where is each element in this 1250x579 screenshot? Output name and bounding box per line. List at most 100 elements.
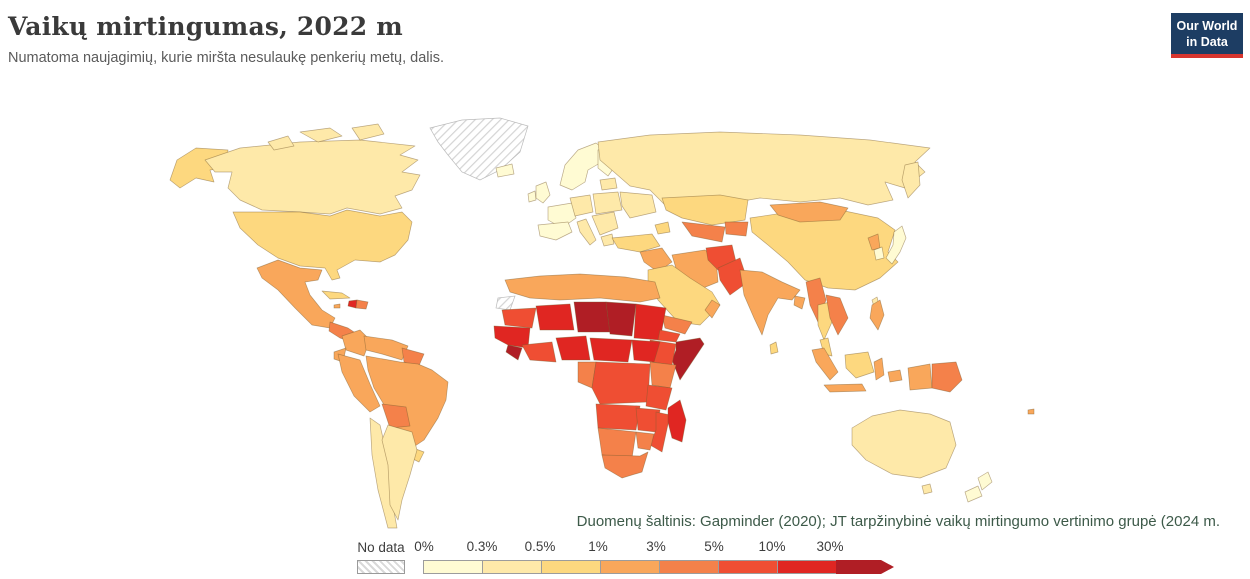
legend-bin-3%[interactable] <box>659 560 719 574</box>
country-philippines[interactable] <box>869 299 885 331</box>
country-uzbekistan-turkmenistan[interactable] <box>681 221 726 243</box>
region-fiji[interactable] <box>1027 408 1035 415</box>
country-jamaica[interactable] <box>333 303 341 309</box>
country-south-africa[interactable] <box>601 451 649 479</box>
page-subtitle: Numatoma naujagimių, kurie miršta nesula… <box>8 50 445 66</box>
country-dr-congo[interactable] <box>591 361 651 405</box>
legend-bin-0.5%[interactable] <box>541 560 601 574</box>
owid-logo[interactable]: Our World in Data <box>1171 13 1243 58</box>
country-pakistan[interactable] <box>717 257 749 296</box>
country-kazakhstan[interactable] <box>661 194 749 226</box>
country-mexico[interactable] <box>256 259 336 329</box>
country-kyrgyzstan-tajikistan[interactable] <box>724 221 749 237</box>
country-new-zealand[interactable] <box>977 471 993 491</box>
world-choropleth-map <box>0 78 1250 548</box>
legend-bin-10%[interactable] <box>777 560 837 574</box>
legend-bin-30%[interactable] <box>836 560 894 574</box>
country-arctic-island[interactable] <box>267 135 295 151</box>
country-haiti[interactable] <box>347 299 358 309</box>
country-turkey[interactable] <box>611 233 661 253</box>
country-india[interactable] <box>739 269 801 336</box>
country-brazil[interactable] <box>365 355 449 453</box>
country-somalia[interactable] <box>671 337 705 381</box>
country-ukraine[interactable] <box>619 191 657 219</box>
legend-color-bar <box>423 560 894 574</box>
country-mali[interactable] <box>535 303 575 331</box>
country-oman[interactable] <box>704 299 721 319</box>
country-yemen[interactable] <box>661 314 693 335</box>
legend-tick-label: 30% <box>816 539 844 554</box>
country-china[interactable] <box>749 209 899 291</box>
region-sumatra[interactable] <box>811 347 839 381</box>
page-title: Vaikų mirtingumas, 2022 m <box>8 12 403 41</box>
country-canada[interactable] <box>204 139 421 215</box>
country-japan[interactable] <box>885 225 907 265</box>
region-laos-vietnam-cambodia[interactable] <box>825 294 849 336</box>
legend-tick-label: 5% <box>704 539 724 554</box>
region-senegal-guinea[interactable] <box>493 325 531 349</box>
region-uganda-kenya[interactable] <box>649 361 677 389</box>
region-balkans[interactable] <box>591 211 619 236</box>
country-south-korea[interactable] <box>873 246 885 261</box>
country-chad[interactable] <box>605 301 637 337</box>
country-united-kingdom[interactable] <box>535 181 551 204</box>
legend-bin-5%[interactable] <box>718 560 778 574</box>
country-greece[interactable] <box>600 233 615 247</box>
country-argentina[interactable] <box>381 424 418 521</box>
country-peru[interactable] <box>337 353 381 413</box>
country-niger[interactable] <box>573 301 611 333</box>
country-france[interactable] <box>547 202 577 229</box>
no-data-label: No data <box>357 540 405 555</box>
country-bangladesh[interactable] <box>793 295 806 310</box>
country-italy[interactable] <box>576 218 597 246</box>
region-borneo[interactable] <box>844 351 875 379</box>
legend-bin-1%[interactable] <box>600 560 660 574</box>
legend-bin-0.3%[interactable] <box>482 560 542 574</box>
region-maluku[interactable] <box>887 369 903 383</box>
country-united-states[interactable] <box>232 209 413 281</box>
region-sierra-leone-liberia[interactable] <box>505 344 523 361</box>
country-zimbabwe[interactable] <box>635 431 655 451</box>
region-western-sahara-no-data[interactable] <box>495 295 516 311</box>
region-namibia-botswana[interactable] <box>597 427 637 459</box>
country-mauritania[interactable] <box>501 307 537 329</box>
country-south-sudan[interactable] <box>631 339 661 363</box>
legend-tick-label: 0.5% <box>524 539 556 554</box>
country-madagascar[interactable] <box>667 399 687 443</box>
country-iceland[interactable] <box>495 163 515 178</box>
country-sri-lanka[interactable] <box>769 341 779 355</box>
region-cameroon-car[interactable] <box>589 337 633 363</box>
legend-bin-0%[interactable] <box>423 560 483 574</box>
region-west-new-guinea[interactable] <box>907 363 933 391</box>
country-ireland[interactable] <box>527 190 537 203</box>
legend-tick-label: 1% <box>588 539 608 554</box>
country-venezuela[interactable] <box>363 335 409 361</box>
country-cuba[interactable] <box>321 290 351 300</box>
region-iberia[interactable] <box>537 221 573 241</box>
country-tanzania[interactable] <box>645 384 673 411</box>
country-angola[interactable] <box>595 403 641 431</box>
country-nigeria[interactable] <box>555 335 591 361</box>
region-north-africa[interactable] <box>504 273 661 303</box>
region-central-europe[interactable] <box>569 194 594 217</box>
country-australia[interactable] <box>851 409 957 479</box>
region-caucasus[interactable] <box>654 221 671 235</box>
region-baltics[interactable] <box>599 177 618 191</box>
region-sulawesi[interactable] <box>873 357 885 381</box>
country-arctic-island[interactable] <box>351 123 385 141</box>
region-kamchatka[interactable] <box>901 161 921 199</box>
region-tasmania[interactable] <box>921 483 933 495</box>
country-dominican-republic[interactable] <box>355 299 369 310</box>
region-java[interactable] <box>823 383 867 393</box>
country-arctic-island[interactable] <box>299 127 343 143</box>
legend-tick-label: 3% <box>646 539 666 554</box>
owid-logo-line1: Our World <box>1176 19 1238 33</box>
country-papua-new-guinea[interactable] <box>931 361 963 393</box>
region-ivory-coast-ghana[interactable] <box>521 341 557 363</box>
no-data-swatch[interactable] <box>357 560 405 574</box>
country-russia[interactable] <box>597 131 931 206</box>
country-bolivia[interactable] <box>381 403 411 429</box>
country-new-zealand-south[interactable] <box>964 485 983 503</box>
country-poland[interactable] <box>592 191 623 215</box>
country-mongolia[interactable] <box>769 201 849 223</box>
